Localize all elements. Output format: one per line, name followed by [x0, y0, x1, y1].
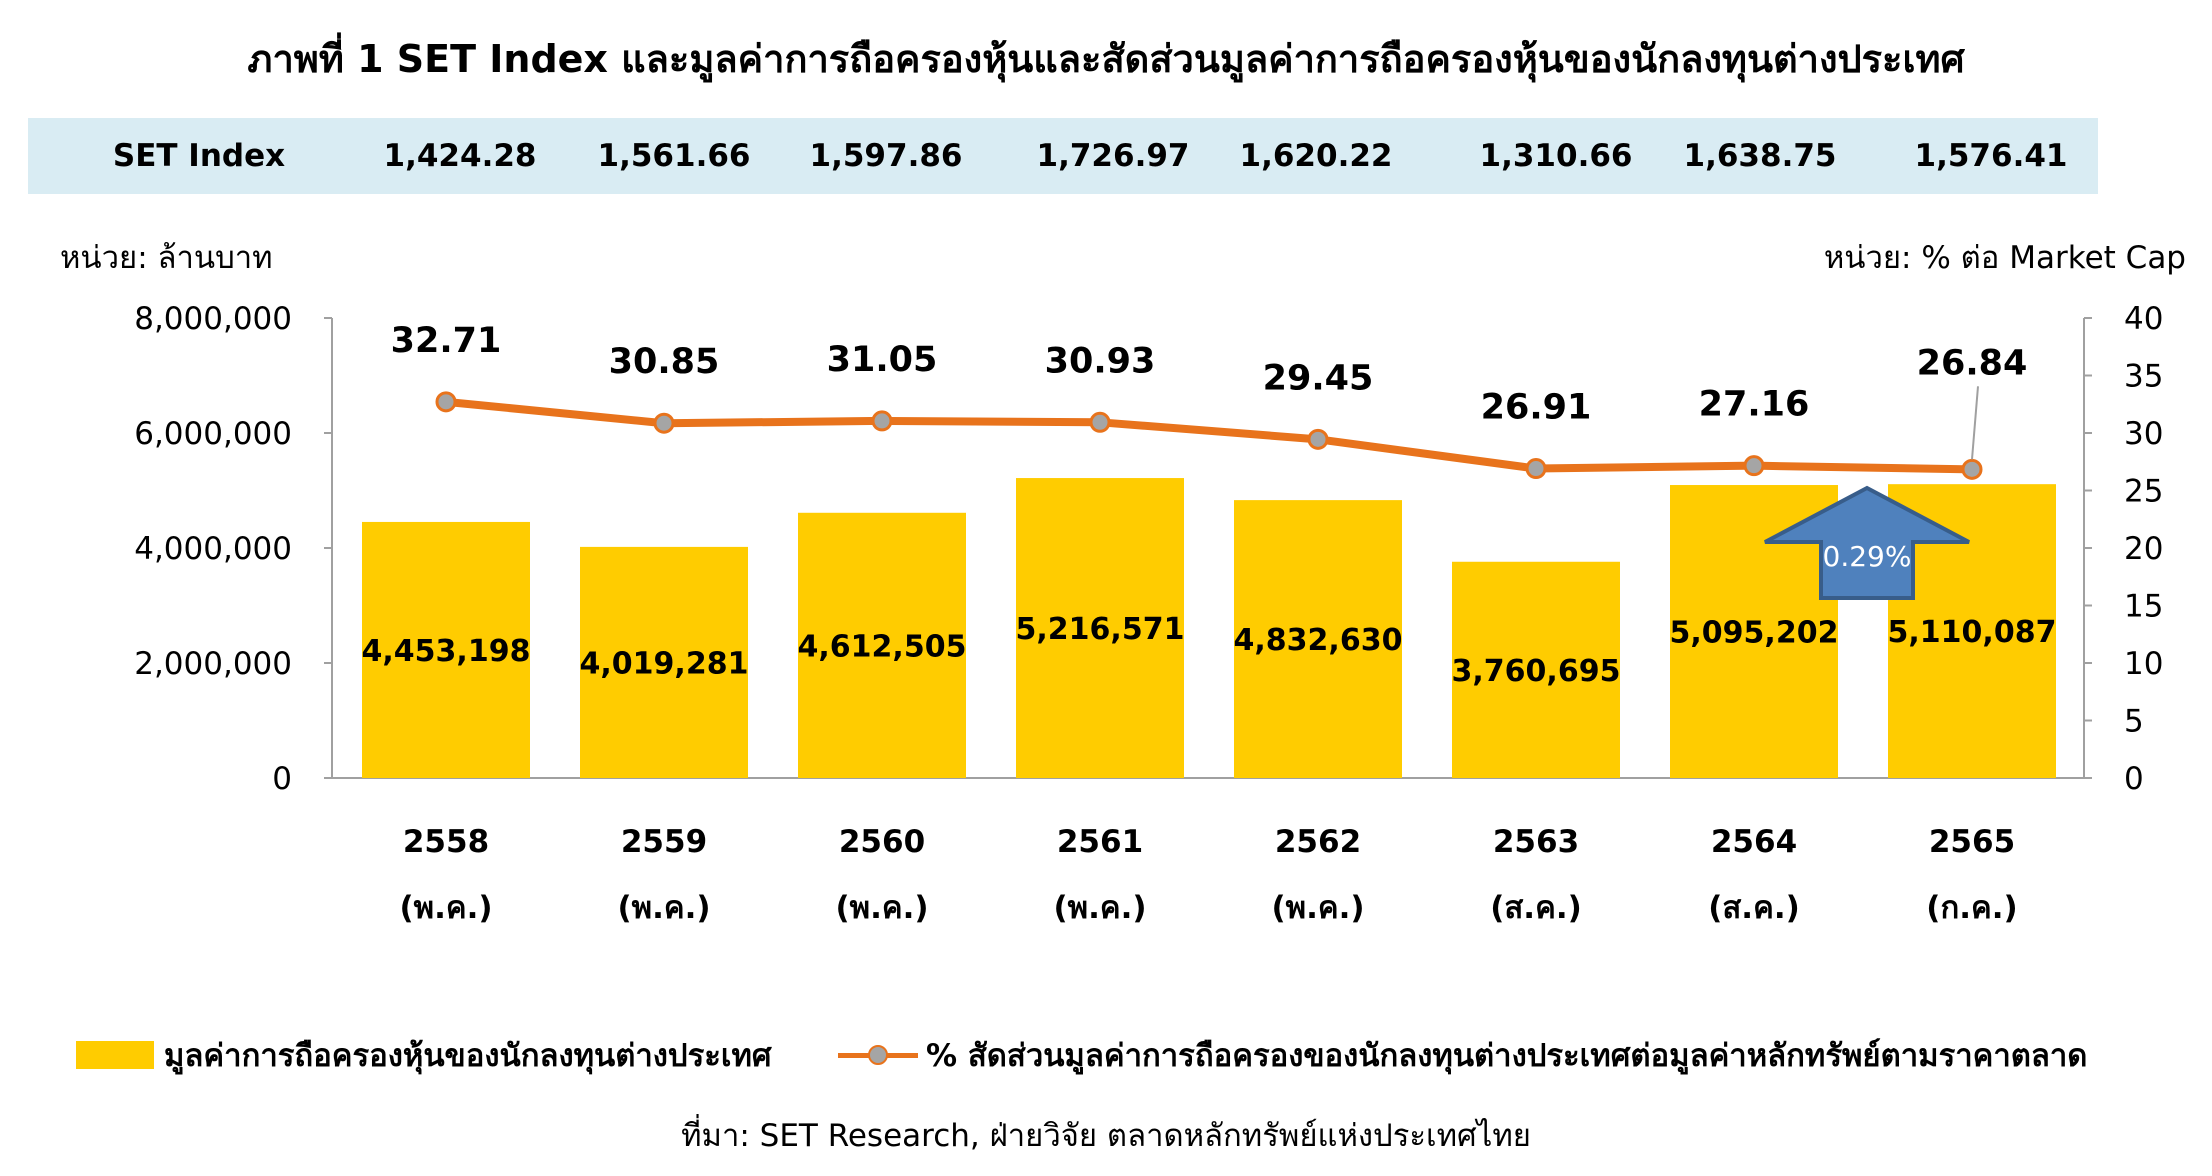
- line-series: [435, 391, 1983, 480]
- x-axis-sublabel: (พ.ค.): [399, 890, 492, 926]
- line-value-label: 30.85: [609, 342, 720, 382]
- line-point: [1307, 428, 1329, 450]
- combo-chart: 0 2,000,000 4,000,000 6,000,000 8,000,000 0 5 1…: [134, 301, 2163, 926]
- chart-axes: 0 2,000,000 4,000,000 6,000,000 8,000,000 0 5 1…: [134, 301, 2163, 926]
- bar-value-label: 5,095,202: [1670, 616, 1839, 651]
- x-axis-sublabel: (พ.ค.): [617, 890, 710, 926]
- line-point: [1525, 458, 1547, 480]
- bar-value-label: 5,110,087: [1888, 615, 2057, 650]
- legend-line-swatch: [838, 1040, 918, 1070]
- set-index-label: SET Index: [112, 138, 286, 174]
- right-axis-tick-label: 5: [2124, 704, 2144, 740]
- bar: [1452, 561, 1620, 778]
- x-axis-tick-label: 2562: [1275, 824, 1361, 860]
- x-axis-sublabel: (ส.ค.): [1490, 890, 1582, 926]
- x-axis-sublabel: (พ.ค.): [835, 890, 928, 926]
- left-axis-tick-label: 0: [272, 761, 292, 797]
- line-point: [653, 412, 675, 434]
- bar-value-label: 4,832,630: [1234, 623, 1403, 658]
- line-value-label: 32.71: [391, 321, 502, 361]
- right-axis-tick-label: 0: [2124, 761, 2144, 797]
- line-value-label: 26.84: [1917, 343, 2028, 383]
- bar-value-label: 3,760,695: [1452, 654, 1621, 689]
- up-arrow-icon: [1764, 485, 1970, 600]
- set-index-value: 1,597.86: [809, 138, 963, 174]
- right-axis-tick-label: 15: [2124, 589, 2163, 625]
- line-point: [871, 410, 893, 432]
- annotation-layer: 0.29%: [1764, 485, 1970, 600]
- legend-bar-label: มูลค่าการถือครองหุ้นของนักลงทุนต่างประเท…: [164, 1038, 772, 1074]
- bar-value-label: 4,612,505: [798, 629, 967, 664]
- legend-line-label: % สัดส่วนมูลค่าการถือครองของนักลงทุนต่าง…: [926, 1038, 2088, 1074]
- right-axis-tick-label: 40: [2124, 301, 2163, 337]
- line-value-label: 31.05: [827, 340, 938, 380]
- annotation-label: 0.29%: [1823, 540, 1912, 573]
- x-axis-tick-label: 2564: [1711, 824, 1797, 860]
- left-axis-tick-label: 2,000,000: [134, 646, 292, 682]
- x-axis-tick-label: 2563: [1493, 824, 1579, 860]
- left-axis-tick-label: 4,000,000: [134, 531, 292, 567]
- bar: [362, 521, 530, 778]
- line-label-leader: [1971, 386, 1979, 460]
- x-axis-tick-label: 2560: [839, 824, 925, 860]
- line-point: [1961, 458, 1983, 480]
- x-axis-sublabel: (ก.ค.): [1926, 890, 2017, 926]
- data-labels: 4,453,198 4,019,281 4,612,505 5,216,571 4,83…: [362, 321, 2057, 689]
- legend: มูลค่าการถือครองหุ้นของนักลงทุนต่างประเท…: [0, 1030, 2212, 1080]
- source-note: ที่มา: SET Research, ฝ่ายวิจัย ตลาดหลักท…: [681, 1118, 1531, 1154]
- set-index-value: 1,638.75: [1683, 138, 1837, 174]
- line-value-label: 29.45: [1263, 358, 1374, 398]
- left-axis-unit: หน่วย: ล้านบาท: [60, 240, 273, 276]
- bar: [1234, 500, 1402, 778]
- bar-value-label: 5,216,571: [1016, 612, 1185, 647]
- legend-item-line: % สัดส่วนมูลค่าการถือครองของนักลงทุนต่าง…: [838, 1030, 2087, 1080]
- x-axis-sublabel: (ส.ค.): [1708, 890, 1800, 926]
- x-axis-tick-label: 2558: [403, 824, 489, 860]
- right-axis-unit: หน่วย: % ต่อ Market Cap: [1823, 240, 2186, 276]
- line-value-label: 27.16: [1699, 385, 1810, 425]
- bar: [798, 512, 966, 778]
- set-index-value: 1,576.41: [1914, 138, 2068, 174]
- chart-title: ภาพที่ 1 SET Index และมูลค่าการถือครองหุ…: [247, 37, 1965, 81]
- bar-value-label: 4,453,198: [362, 634, 531, 669]
- x-axis-tick-label: 2559: [621, 824, 707, 860]
- set-index-row: SET Index 1,424.28 1,561.66 1,597.86 1,7…: [28, 118, 2098, 194]
- legend-item-bar: มูลค่าการถือครองหุ้นของนักลงทุนต่างประเท…: [76, 1030, 772, 1080]
- line-point: [1743, 455, 1765, 477]
- bar-value-label: 4,019,281: [580, 646, 749, 681]
- bar: [1016, 478, 1184, 778]
- set-index-value: 1,561.66: [597, 138, 751, 174]
- line-point: [1089, 411, 1111, 433]
- left-axis-tick-label: 8,000,000: [134, 301, 292, 337]
- set-index-value: 1,726.97: [1036, 138, 1190, 174]
- set-index-value: 1,620.22: [1239, 138, 1393, 174]
- legend-bar-swatch: [76, 1041, 154, 1069]
- set-index-value: 1,310.66: [1479, 138, 1633, 174]
- x-axis-sublabel: (พ.ค.): [1053, 890, 1146, 926]
- right-axis-tick-label: 25: [2124, 474, 2163, 510]
- right-axis-tick-label: 35: [2124, 359, 2163, 395]
- line-path: [442, 397, 1976, 474]
- right-axis-tick-label: 30: [2124, 416, 2163, 452]
- set-index-value: 1,424.28: [383, 138, 537, 174]
- left-axis-tick-label: 6,000,000: [134, 416, 292, 452]
- line-value-label: 30.93: [1045, 341, 1156, 381]
- x-axis-tick-label: 2565: [1929, 824, 2015, 860]
- line-point: [435, 391, 457, 413]
- x-axis-sublabel: (พ.ค.): [1271, 890, 1364, 926]
- bar: [580, 546, 748, 778]
- right-axis-tick-label: 10: [2124, 646, 2163, 682]
- right-axis-tick-label: 20: [2124, 531, 2163, 567]
- line-value-label: 26.91: [1481, 388, 1592, 428]
- x-axis-tick-label: 2561: [1057, 824, 1143, 860]
